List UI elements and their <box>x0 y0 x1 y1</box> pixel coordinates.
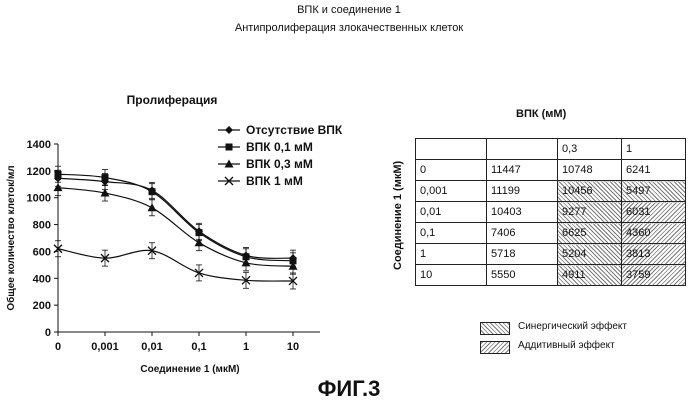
y-tick-label: 800 <box>33 220 51 232</box>
table-cell: 5550 <box>486 264 558 286</box>
chart-title: Пролиферация <box>127 93 218 107</box>
synergy-legend-label: Синергический эффект <box>518 321 627 332</box>
table-cell: 5204 <box>557 243 622 265</box>
additive-swatch <box>480 341 510 354</box>
table-row: 0,1 7406 6625 4360 <box>415 222 686 244</box>
table-cell: 6241 <box>621 159 686 181</box>
table-row-label: 0,1 <box>415 222 487 244</box>
combination-table: 0,3 1 0 11447 10748 6241 0,001 11199 10456 5497 0,… <box>415 138 686 286</box>
x-tick-label: 0,01 <box>141 341 162 353</box>
table-cell: 7406 <box>486 222 558 244</box>
series-line <box>57 173 294 262</box>
table-row: 0,001 11199 10456 5497 <box>415 180 686 202</box>
table-row-label: 10 <box>415 264 487 286</box>
table-row-label: 0,001 <box>415 180 487 202</box>
y-tick-label: 0 <box>45 327 51 339</box>
data-point <box>288 261 298 270</box>
additive-legend-label: Аддитивный эффект <box>518 340 615 351</box>
table-cell: 10748 <box>557 159 622 181</box>
table-cell: 10403 <box>486 201 558 223</box>
table-row-axis-label: Соединение 1 (мкМ) <box>392 160 404 270</box>
data-point <box>100 188 110 197</box>
table-cell: 9277 <box>557 201 622 223</box>
legend-marker <box>224 176 234 186</box>
table-header-cell <box>415 138 487 160</box>
y-tick-label: 200 <box>33 300 51 312</box>
data-point <box>54 170 62 178</box>
series-line <box>57 187 294 267</box>
y-tick-label: 1000 <box>27 193 51 205</box>
table-row: 1 5718 5204 3813 <box>415 243 686 265</box>
legend-label: Отсутствие ВПК <box>246 123 343 137</box>
table-cell: 11447 <box>486 159 558 181</box>
legend-marker <box>225 143 233 151</box>
table-row: 0 11447 10748 6241 <box>415 159 686 181</box>
table-cell: 5718 <box>486 243 558 265</box>
y-tick-label: 1400 <box>27 139 51 151</box>
data-point <box>288 276 298 286</box>
data-point <box>147 203 157 212</box>
table-row: 0,01 10403 9277 6031 <box>415 201 686 223</box>
table-row-label: 0,01 <box>415 201 487 223</box>
y-tick-label: 1200 <box>27 166 51 178</box>
table-cell: 5497 <box>621 180 686 202</box>
y-tick-label: 600 <box>33 246 51 258</box>
table-cell: 3759 <box>621 264 686 286</box>
table-row: 10 5550 4911 3759 <box>415 264 686 286</box>
table-cell: 3813 <box>621 243 686 265</box>
header-title: ВПК и соединение 1 <box>297 4 401 16</box>
data-point <box>195 229 203 237</box>
table-header-cell <box>486 138 558 160</box>
y-tick-label: 400 <box>33 273 51 285</box>
legend-marker <box>224 159 234 168</box>
data-point <box>147 246 157 256</box>
table-header-cell: 0,3 <box>557 138 622 160</box>
x-tick-label: 0,1 <box>191 341 206 353</box>
legend-label: ВПК 0,3 мМ <box>246 157 313 171</box>
data-point <box>241 275 251 285</box>
header-subtitle: Антипролиферация злокачественных клеток <box>234 22 464 34</box>
table-title: ВПК (мМ) <box>516 108 567 120</box>
table-cell: 10456 <box>557 180 622 202</box>
legend-label: ВПК 0,1 мМ <box>246 140 313 154</box>
y-axis-label: Общее количество клеток/мл <box>5 165 17 310</box>
data-point <box>241 258 251 267</box>
table-cell: 4911 <box>557 264 622 286</box>
data-point <box>53 183 63 192</box>
series-line <box>57 177 294 259</box>
table-cell: 6031 <box>621 201 686 223</box>
table-cell: 4360 <box>621 222 686 244</box>
x-tick-label: 10 <box>287 341 299 353</box>
table-cell: 6625 <box>557 222 622 244</box>
x-axis-label: Соединение 1 (мкМ) <box>140 364 239 375</box>
table-cell: 11199 <box>486 180 558 202</box>
data-point <box>194 268 204 278</box>
table-header-row: 0,3 1 <box>415 138 686 160</box>
table-row-label: 0 <box>415 159 487 181</box>
legend-label: ВПК 1 мМ <box>246 174 303 188</box>
data-point <box>53 244 63 254</box>
table-row-label: 1 <box>415 243 487 265</box>
figure-label: ФИГ.3 <box>317 376 381 401</box>
data-point <box>148 188 156 196</box>
table-header-cell: 1 <box>621 138 686 160</box>
x-tick-label: 0,001 <box>91 341 119 353</box>
x-tick-label: 0 <box>55 341 61 353</box>
synergy-swatch <box>480 322 510 335</box>
data-point <box>100 253 110 263</box>
x-tick-label: 1 <box>243 341 249 353</box>
data-point <box>101 174 109 182</box>
series-line <box>57 248 294 282</box>
legend-marker <box>225 126 233 134</box>
data-point <box>194 238 204 247</box>
